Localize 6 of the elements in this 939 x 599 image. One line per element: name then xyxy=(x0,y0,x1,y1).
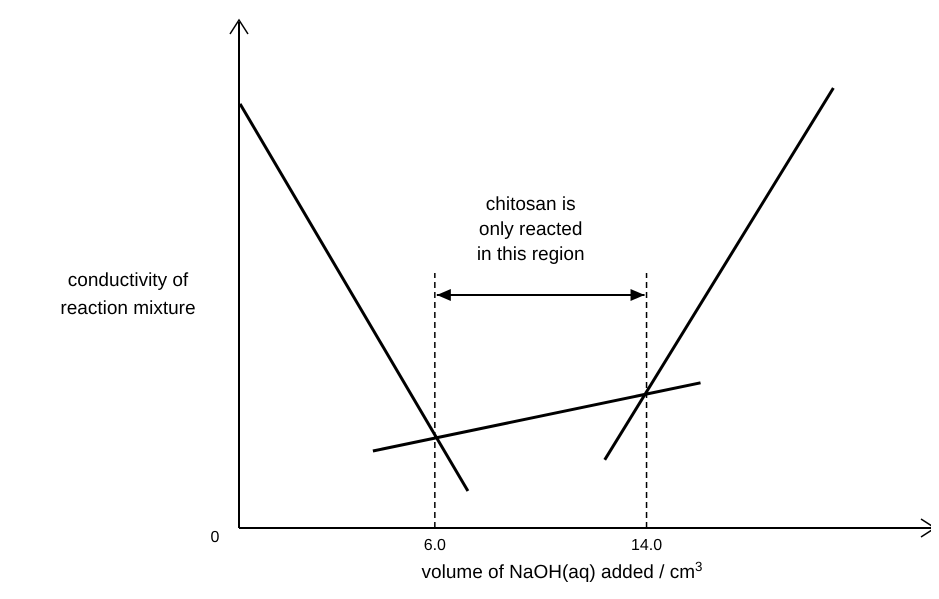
text: 0 xyxy=(210,529,220,546)
y-axis-title: conductivity of reaction mixture xyxy=(60,270,196,319)
x-tick-label: 14.0 xyxy=(630,537,662,554)
x-axis-title: volume of NaOH(aq) added / cm$^{3}$ xyxy=(422,558,702,583)
x-tick-label: 6.0 xyxy=(424,537,446,554)
annotation: chitosan is only reacted in this region xyxy=(476,194,585,265)
